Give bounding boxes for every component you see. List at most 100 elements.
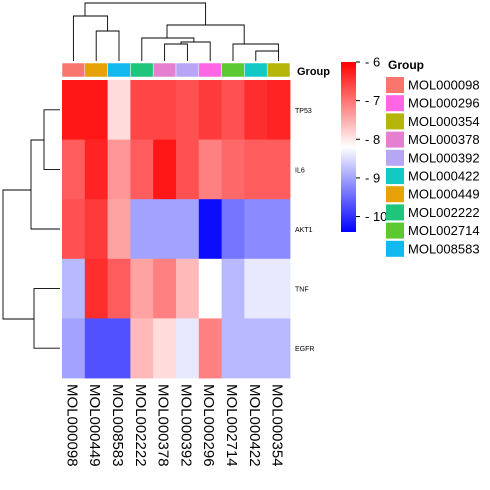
row-dendrogram-link [43,109,60,170]
group-legend: MOL000098 MOL000296 MOL000354 MOL000378 MOL0… [386,77,480,257]
heatmap-cell [244,258,268,319]
column-labels: MOL000098 MOL000449 MOL008583 MOL002222 MOL0… [63,384,285,467]
column-label: MOL002714 [223,384,240,467]
heatmap-cell [130,199,154,260]
column-label: MOL000422 [246,384,263,467]
heatmap-cell [198,139,222,200]
legend-label: MOL000378 [408,132,480,147]
heatmap-cell [107,199,131,260]
heatmap-cell [221,80,245,140]
heatmap-cell [221,258,245,319]
heatmap-cell [130,139,154,200]
heatmap-cell [130,318,154,379]
heatmap-cell [267,80,291,140]
heatmap-cell [62,318,86,379]
heatmap-cell [107,258,131,319]
heatmap-cell [267,258,291,319]
legend-label: MOL000449 [408,187,480,202]
heatmap-cell [62,80,86,140]
row-label: AKT1 [295,227,313,234]
heatmap-cell [62,139,86,200]
colorbar-tick-label: - 7 [365,93,380,108]
column-dendrogram-link [180,41,211,61]
heatmap-cell [153,318,177,379]
row-label: IL6 [295,167,305,174]
heatmap-cell [84,199,108,260]
heatmap-cell [62,199,86,260]
legend-label: MOL002714 [408,223,480,238]
heatmap-cell [107,80,131,140]
column-label: MOL000392 [177,384,194,467]
legend-label: MOL002222 [408,205,480,220]
group-annotation-title: Group [297,66,330,78]
heatmap-cell [84,258,108,319]
heatmap-cell [198,258,222,319]
heatmap-cell [221,199,245,260]
heatmap-cell [244,318,268,379]
group-annotation-cell [175,62,200,78]
heatmap-cell [153,199,177,260]
heatmap-cell [221,318,245,379]
legend-swatch [386,222,404,239]
legend-label: MOL000422 [408,169,480,184]
group-annotation-bar [61,62,291,78]
legend-swatch [386,113,404,130]
legend-swatch [386,95,404,112]
column-label: MOL000098 [63,384,80,467]
row-dendrogram-link [2,189,34,320]
heatmap-cell [153,258,177,319]
column-dendrogram-link [166,24,245,44]
group-annotation-cell [198,62,222,78]
legend-label: MOL000098 [408,78,480,93]
row-label: EGFR [295,346,314,353]
column-label: MOL008583 [109,384,126,467]
column-dendrogram-link [84,2,207,25]
heatmap-cell [176,258,200,319]
heatmap-cell [198,318,222,379]
group-annotation-cell [130,62,154,78]
legend-swatch [386,168,404,184]
row-dendrogram [2,109,60,349]
heatmap-cell [176,80,200,140]
column-label: MOL002222 [132,384,149,467]
group-annotation-cell [221,62,245,78]
group-annotation-cell [84,62,108,78]
heatmap-cell [176,139,200,200]
colorbar-gradient [341,62,356,232]
group-annotation-cell [152,62,177,78]
legend-label: MOL000392 [408,150,480,165]
colorbar-tick-label: - 10 [365,209,387,224]
heatmap-cell [107,139,131,200]
row-dendrogram-link [30,139,60,230]
heatmap-cell [244,139,268,200]
heatmap-cell [176,318,200,379]
column-label: MOL000354 [269,384,286,467]
column-dendrogram-link [232,43,279,61]
heatmap-cell [130,258,154,319]
legend-swatch [386,149,404,166]
legend-swatch [386,240,404,257]
column-label: MOL000378 [155,384,172,467]
heatmap-cell [221,139,245,200]
column-dendrogram-link [141,37,195,61]
heatmap-cell [267,199,291,260]
heatmap-cell [244,199,268,260]
column-dendrogram-link [164,43,188,61]
row-label: TNF [295,287,309,294]
column-label: MOL000449 [86,384,103,467]
column-dendrogram-link [72,15,109,61]
legend-title: Group [388,58,424,72]
legend-swatch [386,204,404,221]
heatmap-cell [62,258,86,319]
colorbar-tick-label: - 9 [365,170,380,185]
heatmap-cell [84,318,108,379]
legend-swatch [386,131,404,148]
row-labels: TP53 IL6 AKT1 TNF EGFR [295,108,314,353]
heatmap-cell [153,139,177,200]
heatmap-cells [62,80,291,379]
heatmap-cell [153,80,177,140]
group-annotation-cell [107,62,131,78]
row-label: TP53 [295,108,312,115]
heatmap-cell [130,80,154,140]
heatmap-cell [84,80,108,140]
